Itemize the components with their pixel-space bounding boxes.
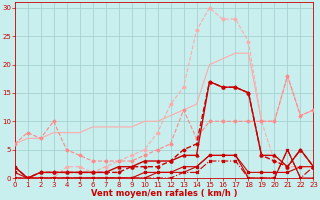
X-axis label: Vent moyen/en rafales ( km/h ): Vent moyen/en rafales ( km/h ) xyxy=(91,189,237,198)
